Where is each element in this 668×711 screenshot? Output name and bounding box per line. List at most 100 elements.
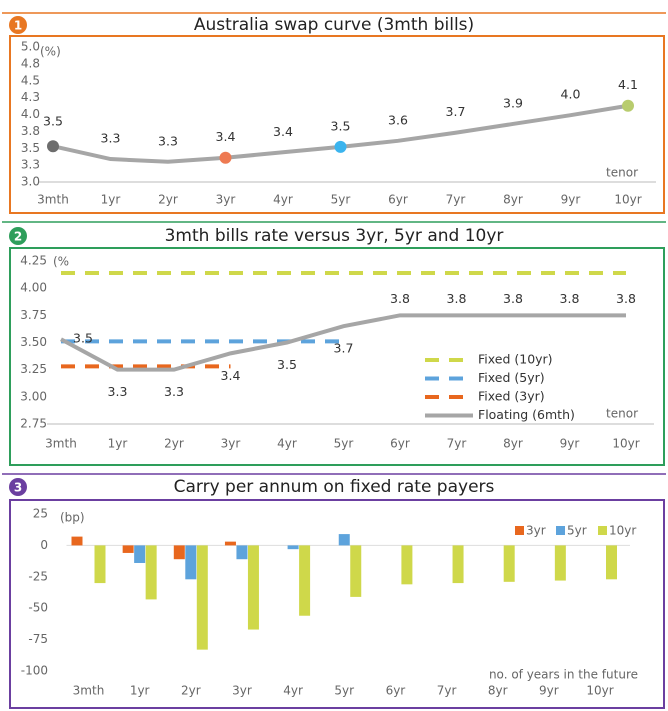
y-tick-label: 3.25 [20, 362, 47, 376]
y-tick-label: 3.00 [20, 389, 47, 403]
x-tick-label: 2yr [181, 684, 201, 698]
bar [173, 545, 185, 560]
legend-swatch [515, 526, 524, 535]
data-label: 3.8 [560, 291, 580, 306]
y-unit: (bp) [60, 511, 85, 525]
x-tick-label: 3mth [45, 437, 77, 451]
x-tick-label: 4yr [273, 193, 293, 207]
x-tick-label: 2yr [158, 193, 178, 207]
x-tick-label: 3yr [216, 193, 236, 207]
y-tick-label: 4.00 [20, 281, 47, 295]
y-tick-label: -75 [28, 632, 48, 646]
x-tick-label: 1yr [130, 684, 150, 698]
x-tick-label: 3yr [221, 437, 241, 451]
y-tick-label: 3.8 [21, 124, 40, 138]
x-tick-label: 10yr [614, 193, 641, 207]
badge [9, 16, 27, 34]
legend-label: 3yr [526, 524, 546, 538]
x-tick-label: 7yr [447, 437, 467, 451]
x-tick-label: 4yr [283, 684, 303, 698]
y-tick-label: 4.5 [21, 73, 40, 87]
point-marker [47, 140, 59, 153]
y-unit: (%) [40, 45, 61, 59]
y-tick-label: 3.3 [21, 158, 40, 172]
x-tick-label: 8yr [488, 684, 508, 698]
bar [503, 545, 515, 582]
bar [134, 545, 146, 563]
bar [287, 545, 299, 550]
y-tick-label: 3.75 [20, 308, 47, 322]
legend-swatch [598, 526, 607, 535]
data-label: 3.3 [108, 384, 128, 399]
x-tick-label: 7yr [446, 193, 466, 207]
x-axis-label: tenor [606, 166, 638, 180]
legend-label: Fixed (3yr) [478, 389, 545, 404]
y-tick-label: -25 [28, 569, 48, 583]
y-tick-label: 25 [33, 507, 48, 521]
bar [606, 545, 617, 580]
x-axis-label: no. of years in the future [489, 668, 638, 682]
data-label: 3.8 [616, 291, 636, 306]
y-tick-label: 4.25 [20, 254, 47, 268]
data-label: 3.5 [277, 357, 297, 372]
data-label: 3.6 [388, 112, 408, 127]
legend-label: 10yr [609, 524, 636, 538]
x-tick-label: 4yr [277, 437, 297, 451]
bar [554, 545, 566, 581]
series-line [60, 313, 626, 372]
x-tick-label: 1yr [108, 437, 128, 451]
chart-title: Carry per annum on fixed rate payers [174, 477, 495, 497]
badge-number: 3 [14, 481, 22, 495]
x-tick-label: 6yr [390, 437, 410, 451]
data-label: 4.0 [561, 87, 581, 102]
badge-number: 2 [14, 230, 22, 244]
x-tick-label: 2yr [164, 437, 184, 451]
bar [224, 541, 236, 546]
x-tick-label: 10yr [612, 437, 639, 451]
bar [299, 545, 311, 616]
panel-frame [9, 35, 665, 214]
legend-label: Fixed (5yr) [478, 370, 545, 385]
x-tick-label: 10yr [586, 684, 613, 698]
bar [196, 545, 208, 650]
x-tick-label: 7yr [437, 684, 457, 698]
x-tick-label: 5yr [331, 193, 351, 207]
chart-title: Australia swap curve (3mth bills) [194, 15, 474, 35]
data-label: 3.7 [334, 341, 354, 356]
bar [236, 545, 248, 560]
data-label: 3.7 [446, 104, 466, 119]
data-label: 3.5 [73, 331, 93, 346]
data-label: 3.5 [43, 114, 63, 129]
y-tick-label: 0 [40, 538, 48, 552]
y-unit: (% [53, 255, 69, 269]
badge [9, 478, 27, 496]
chart-title: 3mth bills rate versus 3yr, 5yr and 10yr [165, 226, 504, 246]
y-tick-label: 3.50 [20, 335, 47, 349]
legend-label: Floating (6mth) [478, 407, 575, 422]
legend-label: Fixed (10yr) [478, 352, 553, 367]
badge [9, 227, 27, 245]
x-tick-label: 1yr [101, 193, 121, 207]
x-tick-label: 6yr [388, 193, 408, 207]
y-tick-label: 3.5 [21, 141, 40, 155]
bar [247, 545, 259, 630]
x-tick-label: 6yr [386, 684, 406, 698]
y-tick-label: 2.75 [20, 417, 47, 431]
data-label: 3.4 [221, 368, 241, 383]
legend-swatch [556, 526, 565, 535]
bar [452, 545, 464, 584]
bar [94, 545, 106, 584]
y-tick-label: 4.3 [21, 90, 40, 104]
bar [145, 545, 157, 600]
panel-frame [9, 247, 665, 466]
bar [71, 536, 83, 546]
y-tick-label: -50 [28, 601, 48, 615]
data-label: 3.9 [503, 95, 523, 110]
badge-number: 1 [14, 19, 22, 33]
panel-frame [9, 499, 665, 709]
x-axis-label: tenor [606, 407, 638, 421]
data-label: 3.8 [447, 291, 467, 306]
y-tick-label: 4.8 [21, 56, 40, 70]
data-label: 3.4 [273, 124, 293, 139]
